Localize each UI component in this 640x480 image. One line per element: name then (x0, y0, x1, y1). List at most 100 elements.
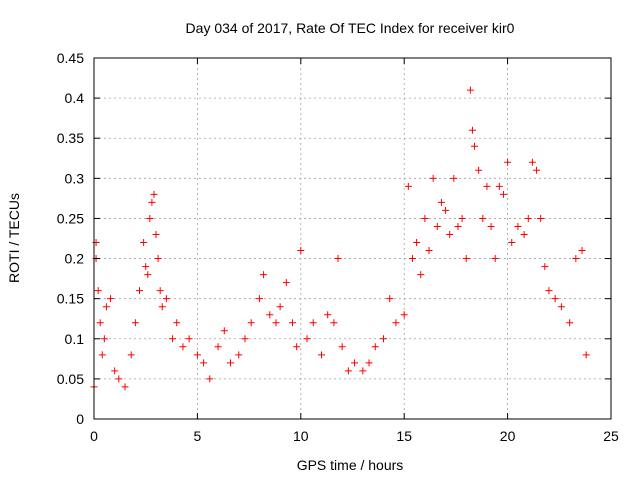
data-point (162, 295, 170, 303)
data-point (508, 239, 516, 247)
data-point (169, 335, 177, 343)
data-point (437, 198, 445, 206)
y-tick-label: 0.1 (65, 331, 85, 347)
data-point (324, 311, 332, 319)
data-point (450, 174, 458, 182)
data-point (442, 206, 450, 214)
data-point (303, 335, 311, 343)
data-point (282, 279, 290, 287)
data-point (404, 182, 412, 190)
data-point (150, 190, 158, 198)
data-point (380, 335, 388, 343)
data-point (566, 319, 574, 327)
data-point (400, 311, 408, 319)
data-point (386, 295, 394, 303)
data-point (338, 343, 346, 351)
data-point (429, 174, 437, 182)
data-point (173, 319, 181, 327)
data-point (111, 367, 119, 375)
data-point (413, 239, 421, 247)
data-point (454, 222, 462, 230)
data-point (148, 198, 156, 206)
data-point (140, 239, 148, 247)
data-point (487, 222, 495, 230)
data-point (144, 271, 152, 279)
data-point (499, 190, 507, 198)
axis-ticks: 0 5 10 15 20 25 0 0.05 0.1 0.15 0.2 0.25 0.3 0.35 0.4 0… (57, 50, 619, 444)
x-tick-label: 5 (194, 428, 202, 444)
x-tick-label: 25 (603, 428, 619, 444)
data-point (135, 287, 143, 295)
data-point (206, 375, 214, 383)
data-point (572, 255, 580, 263)
data-point (528, 158, 536, 166)
data-point (156, 287, 164, 295)
data-point (392, 319, 400, 327)
data-point (408, 255, 416, 263)
data-point (200, 359, 208, 367)
data-point (226, 359, 234, 367)
y-tick-label: 0.3 (65, 170, 85, 186)
y-tick-label: 0.05 (57, 371, 84, 387)
data-point (142, 263, 150, 271)
data-point (520, 230, 528, 238)
data-point (158, 303, 166, 311)
data-point (317, 351, 325, 359)
data-point (220, 327, 228, 335)
y-tick-label: 0.45 (57, 50, 84, 66)
data-point (179, 343, 187, 351)
data-points (90, 86, 590, 391)
data-point (468, 126, 476, 134)
data-point (524, 214, 532, 222)
data-point (255, 295, 263, 303)
y-tick-label: 0.15 (57, 291, 84, 307)
data-point (127, 351, 135, 359)
data-point (272, 319, 280, 327)
x-tick-label: 20 (500, 428, 516, 444)
data-point (154, 255, 162, 263)
data-point (100, 335, 108, 343)
data-point (152, 230, 160, 238)
data-point (96, 319, 104, 327)
data-point (557, 303, 565, 311)
data-point (466, 86, 474, 94)
data-point (533, 166, 541, 174)
data-point (235, 351, 243, 359)
x-axis-label: GPS time / hours (297, 457, 404, 473)
data-point (260, 271, 268, 279)
data-point (276, 303, 284, 311)
data-point (582, 351, 590, 359)
data-point (446, 230, 454, 238)
data-point (433, 222, 441, 230)
data-point (309, 319, 317, 327)
data-point (483, 182, 491, 190)
x-tick-label: 15 (396, 428, 412, 444)
y-tick-label: 0.35 (57, 130, 84, 146)
data-point (578, 247, 586, 255)
grid-lines (94, 58, 611, 419)
data-point (417, 271, 425, 279)
data-point (185, 335, 193, 343)
data-point (462, 255, 470, 263)
data-point (479, 214, 487, 222)
data-point (131, 319, 139, 327)
x-tick-label: 10 (293, 428, 309, 444)
data-point (102, 303, 110, 311)
y-axis-label: ROTI / TECUs (6, 193, 22, 283)
data-point (293, 343, 301, 351)
data-point (193, 351, 201, 359)
data-point (297, 247, 305, 255)
y-tick-label: 0 (76, 411, 84, 427)
data-point (115, 375, 123, 383)
data-point (514, 222, 522, 230)
data-point (351, 359, 359, 367)
data-point (458, 214, 466, 222)
data-point (330, 319, 338, 327)
data-point (266, 311, 274, 319)
data-point (365, 359, 373, 367)
data-point (425, 247, 433, 255)
data-point (359, 367, 367, 375)
data-point (541, 263, 549, 271)
data-point (247, 319, 255, 327)
